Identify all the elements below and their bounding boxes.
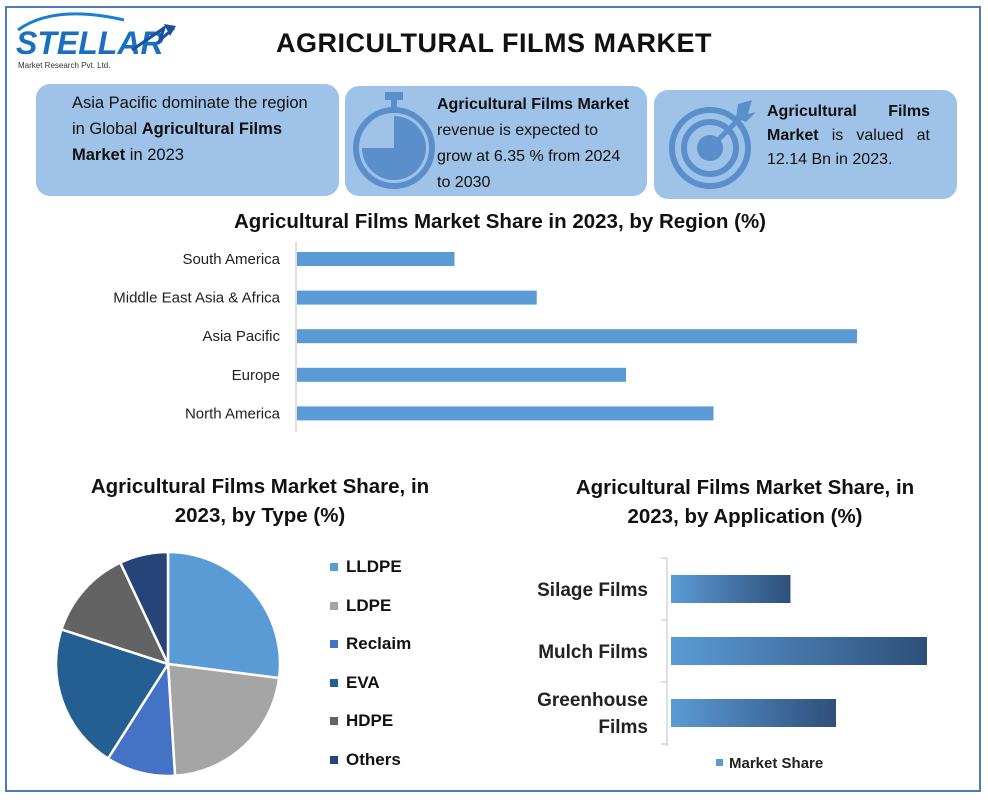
region-bar	[297, 329, 857, 344]
legend-item-reclaim: Reclaim	[330, 634, 411, 654]
application-legend-label: Market Share	[729, 755, 823, 772]
type-chart-title: Agricultural Films Market Share, in 2023…	[90, 475, 430, 527]
legend-swatch	[330, 601, 338, 610]
page-frame	[5, 6, 981, 792]
svg-text:Market Research Pvt. Ltd.: Market Research Pvt. Ltd.	[18, 61, 110, 70]
info-card-region: Asia Pacific dominate the region in Glob…	[36, 84, 339, 196]
application-chart-title: Agricultural Films Market Share, in 2023…	[575, 476, 915, 528]
region-tick-label: South America	[182, 251, 280, 268]
type-pie-chart	[54, 550, 282, 778]
legend-swatch	[330, 717, 338, 726]
target-icon	[669, 100, 756, 189]
info-card-value: Agricultural Films Market is valued at 1…	[654, 90, 957, 199]
application-bar	[671, 637, 927, 665]
application-bar	[671, 575, 791, 603]
legend-swatch	[330, 640, 338, 649]
legend-label: Others	[346, 750, 401, 769]
pie-slice-lldpe	[166, 550, 282, 680]
application-legend-swatch	[716, 759, 723, 766]
info-card-growth: Agricultural Films Market revenue is exp…	[345, 86, 647, 196]
region-chart-title: Agricultural Films Market Share in 2023,…	[234, 210, 766, 233]
region-tick-label: Asia Pacific	[202, 328, 280, 345]
legend-label: LDPE	[346, 595, 392, 615]
region-bar	[297, 290, 537, 305]
legend-item-others: Others	[330, 750, 401, 770]
svg-text:STELLAR: STELLAR	[16, 25, 164, 61]
page-title: AGRICULTURAL FILMS MARKET	[276, 28, 712, 58]
card-text-pre: Asia Pacific dominate the region in Glob…	[72, 94, 308, 138]
legend-swatch	[330, 678, 338, 687]
card-text-post: revenue is expected to grow at 6.35 % fr…	[437, 122, 621, 191]
card-text-bold: Agricultural Films Market	[72, 120, 282, 164]
legend-swatch	[330, 756, 338, 764]
region-bar	[297, 367, 626, 382]
card-text: Agricultural Films Market is valued at 1…	[767, 100, 930, 172]
region-tick-label: Europe	[232, 367, 280, 384]
legend-item-hdpe: HDPE	[330, 711, 393, 731]
card-text-post: in 2023	[125, 146, 184, 164]
legend-label: Reclaim	[346, 634, 412, 654]
legend-label: EVA	[346, 672, 380, 692]
card-text-bold: Agricultural Films Market	[437, 96, 630, 113]
application-tick-label: Greenhouse Films	[537, 690, 648, 738]
legend-item-lldpe: LLDPE	[330, 557, 402, 577]
legend-swatch	[330, 563, 338, 571]
stopwatch-icon	[353, 92, 435, 189]
legend-label: HDPE	[346, 711, 394, 731]
card-text: Agricultural Films Market revenue is exp…	[437, 92, 637, 196]
card-text-post: is valued at 12.14 Bn in 2023.	[767, 127, 930, 168]
pie-slice-hdpe	[59, 560, 171, 667]
region-tick-label: Middle East Asia & Africa	[113, 290, 280, 307]
region-bar	[297, 406, 714, 421]
region-bar	[297, 252, 455, 266]
region-bar-chart: South America Middle East Asia & Africa As…	[113, 242, 857, 432]
legend-item-ldpe: LDPE	[330, 596, 391, 616]
region-tick-label: North America	[185, 405, 281, 422]
application-bar-chart: Silage Films Mulch Films Greenhouse Films Ma…	[537, 557, 927, 772]
pie-slice-ldpe	[166, 662, 281, 778]
legend-item-eva: EVA	[330, 673, 380, 693]
application-tick-label: Silage Films	[537, 580, 648, 601]
application-tick-label: Mulch Films	[538, 642, 648, 663]
pie-slice-others	[118, 550, 170, 665]
legend-label: LLDPE	[346, 557, 402, 576]
card-text-bold: Agricultural Films Market	[767, 103, 930, 144]
pie-slice-eva	[54, 627, 170, 761]
stellar-logo: STELLAR Market Research Pvt. Ltd.	[14, 10, 184, 74]
application-bar	[671, 699, 836, 727]
card-text: Asia Pacific dominate the region in Glob…	[72, 90, 322, 168]
